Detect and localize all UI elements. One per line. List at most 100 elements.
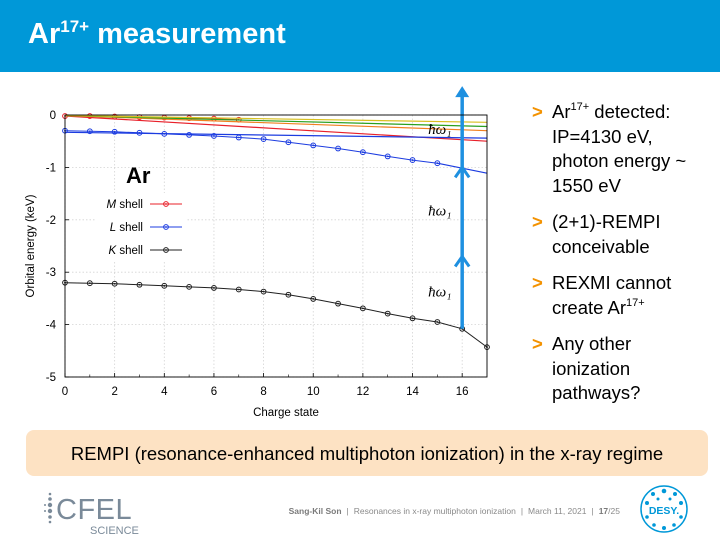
- data-point-dot: [337, 302, 339, 305]
- data-point-dot: [213, 287, 215, 289]
- bullet-marker: >: [532, 211, 543, 232]
- data-point-dot: [113, 130, 116, 133]
- data-point: [359, 305, 366, 312]
- data-point-dot: [88, 282, 91, 285]
- bullet-marker: >: [532, 101, 543, 122]
- data-point: [359, 149, 366, 156]
- photon-arrow: [453, 86, 471, 329]
- x-tick-label: 0: [62, 386, 68, 398]
- y-tick-label: 0: [50, 110, 56, 122]
- photon-energy-label: ħω₁: [428, 285, 451, 301]
- data-point-dot: [138, 283, 141, 286]
- data-point-dot: [188, 285, 191, 288]
- rempi-banner: REMPI (resonance-enhanced multiphoton io…: [26, 430, 708, 476]
- cfel-science-logo: CFEL SCIENCE: [44, 492, 139, 536]
- data-point: [285, 291, 292, 298]
- element-label: Ar: [126, 163, 151, 188]
- y-tick-label: -4: [46, 320, 57, 332]
- data-point-dot: [262, 290, 265, 293]
- series-8-line: [64, 131, 488, 139]
- legend-marker-dot: [165, 203, 167, 205]
- data-point-dot: [213, 135, 215, 137]
- footer-talk: Resonances in x-ray multiphoton ionizati…: [353, 506, 516, 516]
- desy-logo: DESY.: [640, 485, 688, 533]
- data-point: [211, 133, 217, 139]
- footer-info: Sang-Kil Son | Resonances in x-ray multiph…: [288, 506, 620, 516]
- data-point: [161, 282, 168, 289]
- x-tick-label: 2: [111, 386, 117, 398]
- data-point-dot: [287, 141, 290, 144]
- data-point: [86, 280, 93, 287]
- y-tick-label: -2: [46, 215, 56, 227]
- x-tick-label: 6: [211, 386, 217, 398]
- data-point: [211, 285, 217, 291]
- data-point: [260, 288, 267, 295]
- bullet-marker: >: [532, 272, 543, 293]
- data-point: [335, 145, 341, 152]
- footer: CFEL SCIENCE Sang-Kil Son | Resonances in …: [0, 484, 720, 540]
- page-title: Ar17+ measurement: [28, 17, 286, 50]
- legend-label: L shell: [110, 222, 143, 234]
- photon-energy-label: ħω₁: [428, 122, 451, 138]
- series-5-line: [64, 114, 488, 128]
- data-point: [86, 128, 93, 135]
- data-point-dot: [411, 159, 414, 161]
- chart-labels: ħω₁ ħω₁ ħω₁ Charge state Orbital energy (keV…: [25, 122, 451, 419]
- photon-energy-label: ħω₁: [428, 203, 451, 219]
- data-point-dot: [386, 155, 389, 158]
- data-point-dot: [312, 144, 315, 147]
- y-tick-label: -5: [46, 372, 56, 384]
- data-point: [260, 136, 267, 143]
- banner-text: REMPI (resonance-enhanced multiphoton io…: [70, 443, 664, 464]
- data-point-dot: [436, 321, 439, 323]
- cfel-science-text: SCIENCE: [90, 525, 139, 536]
- bullet-list: > Ar17+ detected: IP=4130 eV, photon ener…: [532, 100, 714, 418]
- data-point: [111, 128, 118, 135]
- bullet-item: > REXMI cannot create Ar17+: [532, 272, 672, 318]
- orbital-energy-chart: 0 2 4 6 8 10 12 14 16 0 -1 -2 -3 -4 -5 ħω₁ ħω₁ ħω₁ Charge…: [25, 86, 490, 419]
- bullet-item: > (2+1)-REMPI conceivable: [532, 211, 661, 257]
- l-shell-line: [64, 130, 438, 164]
- x-axis-label: Charge state: [253, 407, 319, 419]
- data-point-dot: [262, 138, 265, 141]
- data-point-dot: [237, 288, 240, 291]
- data-point: [384, 153, 391, 160]
- series-4-line: [64, 114, 488, 132]
- data-point: [335, 300, 341, 307]
- data-point-dot: [361, 151, 364, 154]
- data-point: [186, 132, 193, 138]
- legend-marker: [163, 201, 169, 207]
- x-tick-label: 10: [307, 386, 320, 398]
- bullet-item: > Ar17+ detected: IP=4130 eV, photon ener…: [532, 101, 687, 196]
- plot-frame: [64, 114, 488, 378]
- x-tick-label: 16: [456, 386, 469, 398]
- footer-page-current: 17: [598, 506, 609, 516]
- bullet-item: > Any other ionization pathways?: [532, 333, 641, 403]
- desy-text: DESY.: [649, 505, 679, 517]
- x-tick-label: 4: [161, 386, 168, 398]
- data-point-dot: [287, 293, 290, 296]
- footer-author: Sang-Kil Son: [288, 506, 342, 516]
- axes: 0 2 4 6 8 10 12 14 16 0 -1 -2 -3 -4 -5: [46, 110, 488, 398]
- data-point-dot: [237, 136, 240, 139]
- cfel-text: CFEL: [56, 494, 132, 526]
- data-point: [310, 142, 317, 149]
- data-point-dot: [88, 130, 91, 133]
- data-point-dot: [411, 317, 414, 320]
- data-point: [186, 283, 193, 290]
- data-point-dot: [386, 312, 389, 315]
- legend: M shell L shell K shell: [96, 193, 186, 261]
- data-point-dot: [337, 147, 339, 150]
- legend-marker-dot: [165, 226, 167, 228]
- data-point: [285, 139, 292, 146]
- data-point: [235, 286, 242, 293]
- footer-date: March 11, 2021: [528, 506, 587, 516]
- legend-marker-dot: [165, 249, 167, 251]
- legend-marker: [163, 224, 169, 230]
- data-point: [409, 315, 416, 322]
- k-shell-line: [64, 282, 488, 348]
- y-tick-label: -3: [46, 267, 56, 279]
- data-point: [111, 280, 118, 287]
- x-tick-label: 14: [406, 386, 419, 398]
- x-tick-label: 8: [260, 386, 266, 398]
